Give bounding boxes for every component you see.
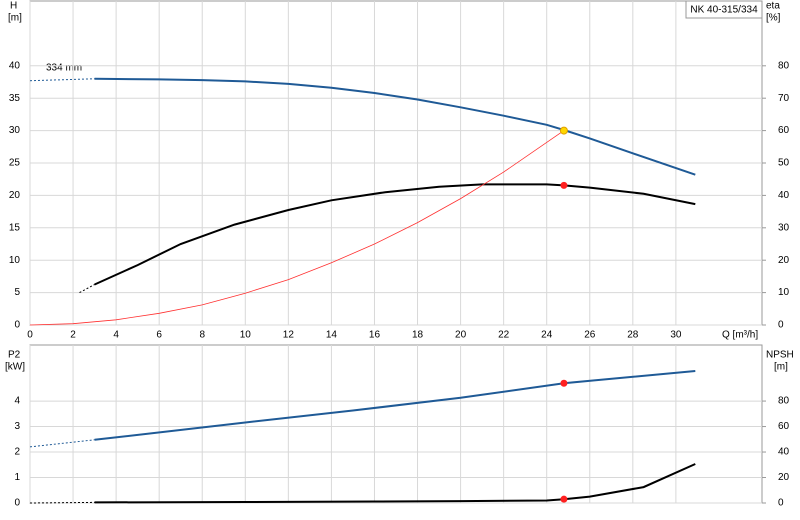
y-tick-label: 20 — [9, 190, 21, 201]
x-tick-label: 6 — [156, 330, 162, 341]
y-axis-label: H — [10, 1, 17, 12]
y-tick-label: 4 — [14, 396, 20, 407]
curve — [79, 284, 95, 294]
x-tick-label: 10 — [240, 330, 252, 341]
x-tick-label: 0 — [27, 330, 33, 341]
y-axis-unit: [kW] — [5, 362, 25, 373]
x-tick-label: 26 — [584, 330, 596, 341]
y2-tick-label: 50 — [778, 158, 790, 169]
y-tick-label: 40 — [9, 60, 21, 71]
operating-point — [560, 379, 568, 387]
y2-tick-label: 0 — [778, 320, 784, 331]
x-tick-label: 14 — [326, 330, 338, 341]
curve — [29, 78, 95, 82]
y2-tick-label: 80 — [778, 396, 790, 407]
x-tick-label: 22 — [498, 330, 510, 341]
x-tick-label: 16 — [369, 330, 381, 341]
y2-tick-label: 70 — [778, 93, 790, 104]
y-tick-label: 30 — [9, 125, 21, 136]
y-tick-label: 0 — [14, 498, 20, 509]
x-tick-label: 4 — [113, 330, 119, 341]
y2-tick-label: 0 — [778, 498, 784, 509]
curve — [94, 370, 696, 441]
curve — [94, 183, 696, 286]
y2-axis-unit: [%] — [766, 13, 781, 24]
y-tick-label: 35 — [9, 93, 21, 104]
y-tick-label: 0 — [14, 320, 20, 331]
x-tick-label: 12 — [283, 330, 295, 341]
x-tick-label: 30 — [670, 330, 682, 341]
curve — [29, 501, 95, 504]
y-tick-label: 5 — [14, 287, 20, 298]
y-tick-label: 1 — [14, 472, 20, 483]
x-tick-label: 2 — [70, 330, 76, 341]
chart-title: NK 40-315/334 — [690, 5, 758, 16]
x-tick-label: 20 — [455, 330, 467, 341]
curve — [94, 77, 696, 176]
curve — [29, 439, 95, 448]
operating-point — [559, 126, 568, 135]
curve-annotation: 334 mm — [46, 63, 82, 74]
operating-point — [560, 495, 568, 503]
y-tick-label: 15 — [9, 222, 21, 233]
y2-tick-label: 10 — [778, 287, 790, 298]
y2-tick-label: 20 — [778, 255, 790, 266]
y2-axis-label: eta — [766, 1, 780, 12]
curve — [94, 463, 696, 504]
y-tick-label: 3 — [14, 421, 20, 432]
x-tick-label: 24 — [541, 330, 553, 341]
y2-tick-label: 60 — [778, 421, 790, 432]
y-axis-label: P2 — [8, 350, 21, 361]
y-axis-unit: [m] — [8, 13, 22, 24]
y2-tick-label: 40 — [778, 447, 790, 458]
y-tick-label: 10 — [9, 255, 21, 266]
x-tick-label: 18 — [412, 330, 424, 341]
x-tick-label: 8 — [199, 330, 205, 341]
y2-tick-label: 40 — [778, 190, 790, 201]
curve — [29, 130, 565, 326]
y2-tick-label: 30 — [778, 222, 790, 233]
x-tick-label: 28 — [627, 330, 639, 341]
x-axis-label: Q [m³/h] — [722, 330, 758, 341]
operating-point — [560, 181, 568, 189]
y-tick-label: 25 — [9, 158, 21, 169]
y2-tick-label: 80 — [778, 60, 790, 71]
y2-axis-unit: [m] — [774, 362, 788, 373]
y2-axis-label: NPSH — [766, 350, 794, 361]
y2-tick-label: 20 — [778, 472, 790, 483]
y2-tick-label: 60 — [778, 125, 790, 136]
y-tick-label: 2 — [14, 447, 20, 458]
